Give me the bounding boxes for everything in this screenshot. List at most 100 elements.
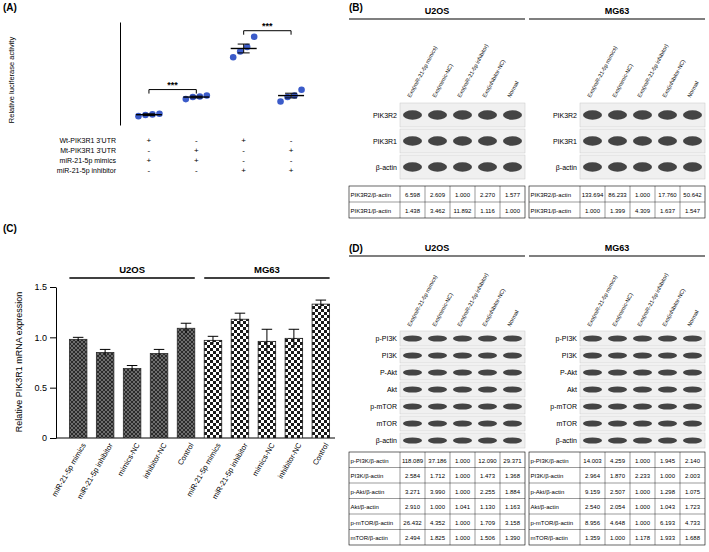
blot-strip (580, 155, 705, 179)
blot-band (478, 420, 497, 426)
table-cell: 14.003 (583, 458, 602, 464)
blot-band (478, 110, 497, 119)
axis-line (120, 23, 121, 126)
band-label: p-mTOR (550, 403, 577, 411)
blot-band (503, 352, 522, 358)
condition-sign: + (147, 156, 152, 165)
table-cell: 1.041 (455, 504, 471, 510)
blot-band (428, 335, 447, 341)
table-row-label: Akt/β-actin (351, 504, 379, 510)
blot-band (478, 437, 497, 443)
lane-label: Exo(inhibitor-NC) (661, 287, 686, 327)
table-row-label: mTOR/β-actin (531, 535, 568, 541)
blot-band (403, 386, 422, 392)
blot-band (428, 352, 447, 358)
blot-band (478, 386, 497, 392)
table-cell: 2.609 (430, 192, 446, 198)
table-grid (349, 514, 525, 515)
band-label: PIK3R2 (553, 112, 577, 119)
data-point (277, 98, 284, 105)
blot-band (403, 162, 422, 171)
error-bar (262, 329, 273, 353)
condition-label: miR-21-5p inhibitor (57, 167, 117, 175)
mean-line (183, 96, 209, 97)
error-bar (154, 349, 165, 357)
blot-band (633, 369, 652, 375)
panel-c: (C)00.51.01.5miR-21-5p mimicsmiR-21-5p i… (3, 223, 335, 501)
blot-band (453, 110, 472, 119)
table-cell: 1.000 (635, 520, 651, 526)
data-point (251, 33, 258, 40)
blot-band (683, 403, 702, 409)
tick-label: miR-21-5p inhibitor (210, 441, 250, 501)
tick: 1.5 (34, 282, 56, 292)
table-cell: 1.000 (455, 489, 471, 495)
table-cell: 1.000 (455, 535, 471, 541)
data-point (230, 54, 237, 61)
blot-band (608, 162, 627, 171)
blot-strip (400, 331, 525, 346)
table-row-label: PIK3R2/β-actin (531, 192, 571, 198)
bar (69, 339, 87, 438)
data-point (298, 86, 305, 93)
error-bar (208, 336, 219, 344)
table-cell: 4.648 (610, 520, 626, 526)
table-cell: 4.309 (635, 208, 651, 214)
table-grid (349, 498, 525, 499)
table-row-label: p-mTOR/β-actin (531, 520, 574, 526)
blot-band (658, 386, 677, 392)
blot-band (683, 162, 702, 171)
blot-band (428, 437, 447, 443)
table-cell: 1.870 (610, 473, 626, 479)
error-bar (238, 44, 250, 53)
blot-band (633, 420, 652, 426)
blot-band (683, 386, 702, 392)
table-row-label: PIK3R1/β-actin (351, 208, 391, 214)
group-line (204, 277, 329, 279)
tick-label: 1.5 (34, 282, 47, 292)
lane-label: Exo(mimic-NC) (431, 63, 454, 99)
significance-label: *** (262, 21, 273, 31)
table-cell: 6.193 (660, 520, 676, 526)
table-cell: 2.003 (685, 473, 701, 479)
blot-band (503, 335, 522, 341)
lane-label: Exo(inhibitor-NC) (661, 58, 686, 98)
blot-strip (580, 433, 705, 448)
blot-band (608, 136, 627, 145)
blot-band (428, 162, 447, 171)
blot-band (403, 403, 422, 409)
table-cell: 37.186 (428, 458, 447, 464)
blot-band (478, 162, 497, 171)
blot-band (428, 136, 447, 145)
blot-strip (400, 433, 525, 448)
blot-band (608, 437, 627, 443)
tick-mark (50, 337, 56, 338)
table-row-label: PI3K/β-actin (351, 473, 384, 479)
table-cell: 1.163 (505, 504, 521, 510)
axis-title: Relative luciferase activity (7, 37, 16, 124)
tick: mimics-NC (116, 441, 142, 478)
lane-label: Normal (506, 309, 520, 327)
blot-band (658, 437, 677, 443)
table-cell: 1.000 (585, 208, 601, 214)
table-cell: 3.990 (430, 489, 446, 495)
table-cell: 1.637 (660, 208, 676, 214)
condition-label: Mt-PIK3R1 3'UTR (60, 147, 116, 154)
bar (177, 328, 195, 438)
blot-strip (580, 399, 705, 414)
blot-strip (400, 382, 525, 397)
lane-label: Exo(inhibitor-NC) (481, 287, 506, 327)
data-point (135, 113, 142, 120)
bar (312, 304, 330, 438)
table-cell: 1.577 (505, 192, 521, 198)
tick-label: mimics-NC (116, 441, 142, 478)
blot-band (633, 335, 652, 341)
tick-label: inhibitor-NC (141, 441, 169, 480)
table-cell: 1.547 (685, 208, 701, 214)
table-cell: 1.000 (635, 504, 651, 510)
blot-band (478, 335, 497, 341)
header-line (529, 18, 705, 19)
blot-band (453, 437, 472, 443)
band-label: β-actin (556, 437, 577, 445)
error-bar (127, 366, 138, 372)
